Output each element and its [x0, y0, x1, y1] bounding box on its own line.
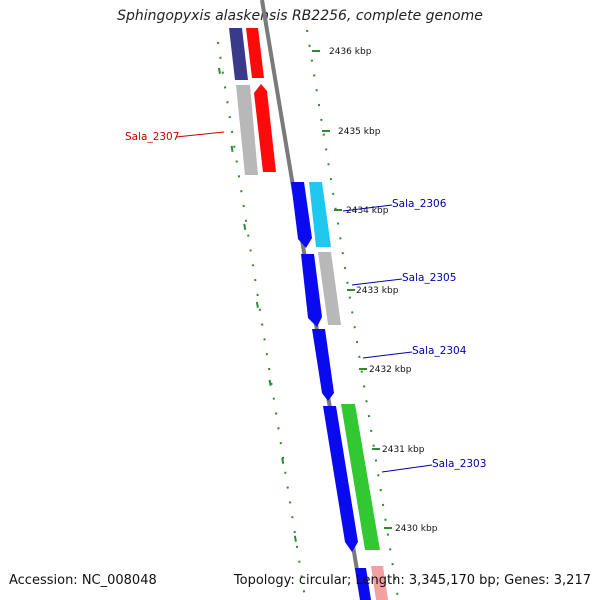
cds-blue-sala-2304[interactable]	[312, 329, 334, 401]
cds-pink-bottom[interactable]	[371, 566, 388, 600]
cds-blue-2[interactable]	[301, 254, 322, 327]
cds-gray-sala-2305[interactable]	[318, 252, 341, 325]
kbp-label: 2434 kbp	[346, 206, 389, 216]
cds-navy[interactable]	[229, 28, 248, 80]
cds-red-top[interactable]	[246, 28, 264, 78]
cds-green-sala-2303[interactable]	[341, 404, 380, 550]
kbp-label: 2431 kbp	[382, 445, 425, 455]
gene-label-sala-2305[interactable]: Sala_2305	[402, 272, 456, 284]
gene-leaders	[175, 131, 433, 473]
cds-blue-1[interactable]	[291, 182, 312, 248]
kbp-label: 2436 kbp	[329, 47, 372, 57]
gene-label-sala-2304[interactable]: Sala_2304	[412, 345, 467, 357]
reverse-strand-cds[interactable]	[229, 28, 276, 175]
cds-red-sala-2307-adjacent[interactable]	[254, 84, 276, 172]
kbp-label: 2435 kbp	[338, 127, 381, 137]
genome-title: Sphingopyxis alaskensis RB2256, complete…	[117, 8, 483, 24]
cds-cyan-sala-2306[interactable]	[309, 182, 331, 247]
forward-strand-cds[interactable]	[291, 182, 388, 600]
left-tick-track	[217, 41, 306, 599]
cds-blue-3[interactable]	[323, 406, 358, 552]
gene-label-sala-2307[interactable]: Sala_2307	[125, 131, 179, 143]
major-ticks	[312, 50, 392, 529]
kbp-label: 2433 kbp	[356, 286, 399, 296]
kbp-label: 2432 kbp	[369, 365, 412, 375]
topology-stats-text: Topology: circular; Length: 3,345,170 bp…	[233, 573, 591, 588]
kbp-labels: 2436 kbp 2435 kbp 2434 kbp 2433 kbp 2432…	[329, 47, 438, 534]
accession-text: Accession: NC_008048	[9, 573, 157, 588]
gene-labels: Sala_2307 Sala_2306 Sala_2305 Sala_2304 …	[125, 131, 486, 470]
gene-label-sala-2303[interactable]: Sala_2303	[432, 458, 486, 470]
cds-blue-bottom[interactable]	[355, 568, 371, 600]
gene-label-sala-2306[interactable]: Sala_2306	[392, 198, 447, 210]
kbp-label: 2430 kbp	[395, 524, 438, 534]
cds-gray-sala-2307[interactable]	[236, 85, 258, 175]
